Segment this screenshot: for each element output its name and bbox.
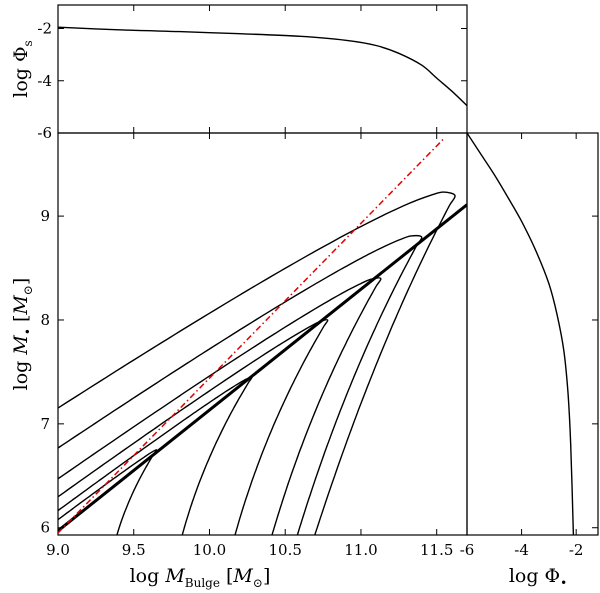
top-ytick-label: -4 xyxy=(37,72,52,90)
top-mass-function-line xyxy=(57,26,468,107)
likelihood-contour xyxy=(58,234,423,535)
right-mass-function-line xyxy=(466,132,575,536)
main-ytick-label: 6 xyxy=(40,519,50,537)
main-xtick-label: 9.5 xyxy=(122,541,146,559)
observed-relation-dashdot-line xyxy=(58,137,445,534)
tick-labels: -4 -2 -6 9.0 9.5 10.0 10.5 11.0 11.5 6 7 8 9 -6 -4 -2 xyxy=(37,20,583,559)
main-ytick-label: 7 xyxy=(40,415,50,433)
main-ytick-label: 8 xyxy=(40,311,50,329)
main-xtick-label: 11.5 xyxy=(420,541,453,559)
main-xtick-label: 9.0 xyxy=(46,541,70,559)
main-xtick-label: 11.0 xyxy=(344,541,377,559)
likelihood-contour xyxy=(58,191,456,535)
intrinsic-relation-line xyxy=(58,203,467,533)
main-y-axis-label: log M• [M⊙] xyxy=(10,278,35,391)
right-x-axis-label: log Φ• xyxy=(509,565,567,590)
top-ytick-label: -6 xyxy=(37,124,52,142)
likelihood-contour xyxy=(58,319,329,535)
main-ytick-label: 9 xyxy=(40,207,50,225)
top-panel-frame xyxy=(57,4,468,134)
likelihood-contour xyxy=(58,277,382,535)
right-panel-frame xyxy=(466,132,599,536)
right-xtick-label: -6 xyxy=(460,541,475,559)
right-xtick-label: -2 xyxy=(569,541,584,559)
main-xtick-label: 10.5 xyxy=(269,541,302,559)
likelihood-contour xyxy=(58,449,158,535)
top-ytick-label: -2 xyxy=(37,20,52,38)
top-y-axis-label: log Φs xyxy=(10,40,35,97)
main-xtick-label: 10.0 xyxy=(193,541,226,559)
right-xtick-label: -4 xyxy=(514,541,529,559)
main-x-axis-label: log MBulge [M⊙] xyxy=(130,565,271,590)
tick-marks xyxy=(57,5,598,535)
curves xyxy=(57,26,575,536)
contours xyxy=(58,137,467,535)
